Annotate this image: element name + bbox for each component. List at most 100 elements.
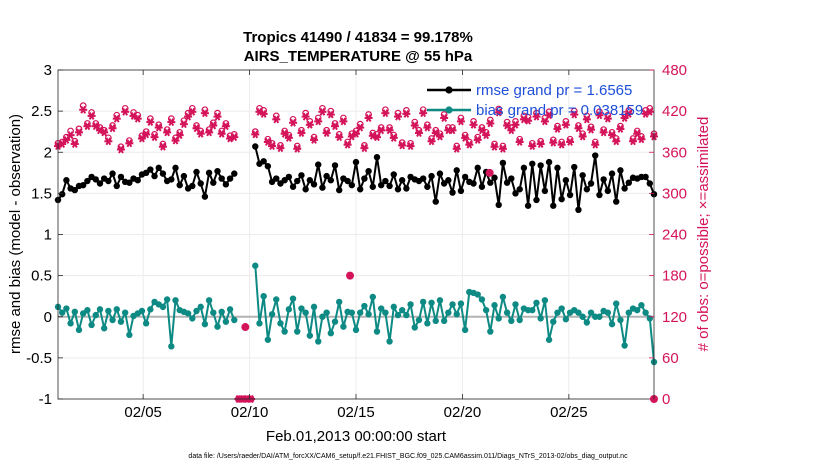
bias-point bbox=[323, 309, 330, 316]
obs-assimilated-point bbox=[192, 124, 201, 133]
rmse-point bbox=[79, 181, 87, 189]
obs-assimilated-point bbox=[469, 120, 478, 129]
rmse-point bbox=[545, 158, 553, 166]
y-axis-label-left: rmse and bias (model - observation) bbox=[7, 114, 24, 354]
bias-point bbox=[583, 319, 591, 326]
obs-assimilated-point bbox=[591, 140, 600, 149]
rmse-point bbox=[533, 196, 540, 204]
obs-assimilated-point bbox=[83, 122, 92, 131]
x-axis-label: Feb.01,2013 00:00:00 start bbox=[266, 428, 447, 445]
obs-assimilated-point bbox=[163, 128, 172, 137]
bias-point bbox=[168, 343, 175, 350]
bias-point bbox=[424, 320, 431, 327]
bias-point bbox=[482, 306, 490, 314]
obs-assimilated-point bbox=[549, 138, 558, 147]
obs-assimilated-point bbox=[603, 114, 612, 123]
rmse-point bbox=[491, 174, 498, 181]
rmse-point bbox=[436, 170, 444, 177]
rmse-point bbox=[587, 180, 595, 187]
obs-assimilated-point bbox=[179, 120, 188, 129]
chart-title: Tropics 41490 / 41834 = 99.178% bbox=[243, 29, 473, 46]
obs-assimilated-point bbox=[456, 117, 465, 126]
obs-assimilated-point bbox=[112, 114, 121, 123]
rmse-point bbox=[105, 177, 112, 185]
rmse-point bbox=[596, 191, 603, 199]
obs-assimilated-point bbox=[133, 114, 142, 123]
axis-ticks: 02/05 02/10 02/15 02/20 02/25 -1 -0.5 0 0.5 1 1.5 2… bbox=[26, 62, 687, 421]
bias-point bbox=[205, 297, 213, 304]
obs-assimilated-point bbox=[217, 129, 226, 138]
bias-point bbox=[545, 336, 553, 343]
bias-point bbox=[474, 291, 481, 298]
bias-point bbox=[327, 330, 335, 337]
bias-point bbox=[495, 315, 502, 322]
bias-point bbox=[419, 298, 427, 306]
bias-point bbox=[621, 342, 628, 349]
rmse-point bbox=[617, 167, 624, 174]
rmse-point bbox=[592, 152, 599, 159]
obs-assimilated-point bbox=[486, 119, 495, 128]
obs-assimilated-point bbox=[326, 110, 335, 119]
obs-assimilated-point bbox=[137, 134, 146, 143]
obs-assimilated-point bbox=[146, 118, 155, 127]
bias-point bbox=[638, 302, 645, 309]
rmse-point bbox=[470, 180, 477, 187]
rmse-point bbox=[84, 177, 91, 185]
obs-assimilated-point bbox=[364, 114, 373, 122]
rmse-point bbox=[336, 186, 343, 194]
obs-assimilated-point bbox=[142, 130, 151, 139]
bias-point bbox=[575, 309, 582, 316]
rmse-point bbox=[285, 173, 293, 181]
rmse-point bbox=[214, 167, 221, 175]
obs-assimilated-point bbox=[310, 135, 319, 144]
bias-point bbox=[377, 305, 385, 312]
bias-point bbox=[537, 315, 544, 322]
rmse-point bbox=[294, 177, 301, 185]
data-file-footnote: data file: /Users/raeder/DAI/ATM_forcXX/… bbox=[188, 453, 628, 460]
rmse-point bbox=[495, 201, 502, 209]
bias-point bbox=[440, 317, 448, 325]
obs-assimilated-point bbox=[158, 142, 167, 151]
bias-point bbox=[71, 308, 78, 316]
rmse-point bbox=[302, 186, 309, 193]
rmse-point bbox=[604, 187, 612, 195]
rmse-point bbox=[365, 167, 372, 175]
obs-assimilated-point bbox=[494, 108, 503, 117]
obs-assimilated-point bbox=[268, 142, 277, 151]
rmse-point bbox=[508, 175, 515, 182]
y-axis-label-right: # of obs: o=possible; ×=assimilated bbox=[695, 117, 712, 352]
y-right-tick-label: 240 bbox=[662, 227, 687, 244]
rmse-point bbox=[503, 179, 511, 186]
rmse-point bbox=[386, 182, 393, 190]
y-right-tick-label: 480 bbox=[662, 62, 687, 79]
bias-point bbox=[634, 306, 641, 314]
bias-point bbox=[499, 293, 507, 301]
rmse-point bbox=[319, 184, 326, 191]
bias-point bbox=[428, 299, 435, 306]
rmse-point bbox=[71, 186, 78, 194]
y-left-tick-label: 1 bbox=[44, 227, 52, 244]
obs-assimilated-point bbox=[188, 107, 197, 116]
obs-assimilated-point bbox=[205, 128, 214, 137]
y-left-tick-label: 0 bbox=[44, 309, 52, 326]
obs-assimilated-point bbox=[125, 139, 134, 148]
rmse-point bbox=[550, 202, 557, 209]
x-tick-label: 02/25 bbox=[550, 404, 588, 421]
rmse-point bbox=[445, 177, 452, 184]
obs-assimilated-point bbox=[318, 107, 327, 116]
obs-assimilated-point bbox=[259, 109, 268, 118]
bias-point bbox=[373, 328, 381, 335]
obs-assimilated-point bbox=[150, 133, 159, 142]
rmse-point bbox=[575, 206, 582, 214]
bias-point bbox=[75, 326, 83, 334]
x-tick-label: 02/20 bbox=[444, 404, 482, 421]
bias-point bbox=[457, 300, 465, 307]
y-right-tick-label: 60 bbox=[662, 350, 679, 367]
obs-assimilated-point bbox=[167, 118, 176, 127]
bias-point bbox=[63, 305, 70, 312]
bias-point bbox=[294, 328, 301, 335]
obs-assimilated-point bbox=[360, 144, 369, 153]
rmse-point bbox=[352, 158, 360, 166]
bias-point bbox=[298, 305, 305, 312]
obs-assimilated-point bbox=[435, 132, 444, 141]
